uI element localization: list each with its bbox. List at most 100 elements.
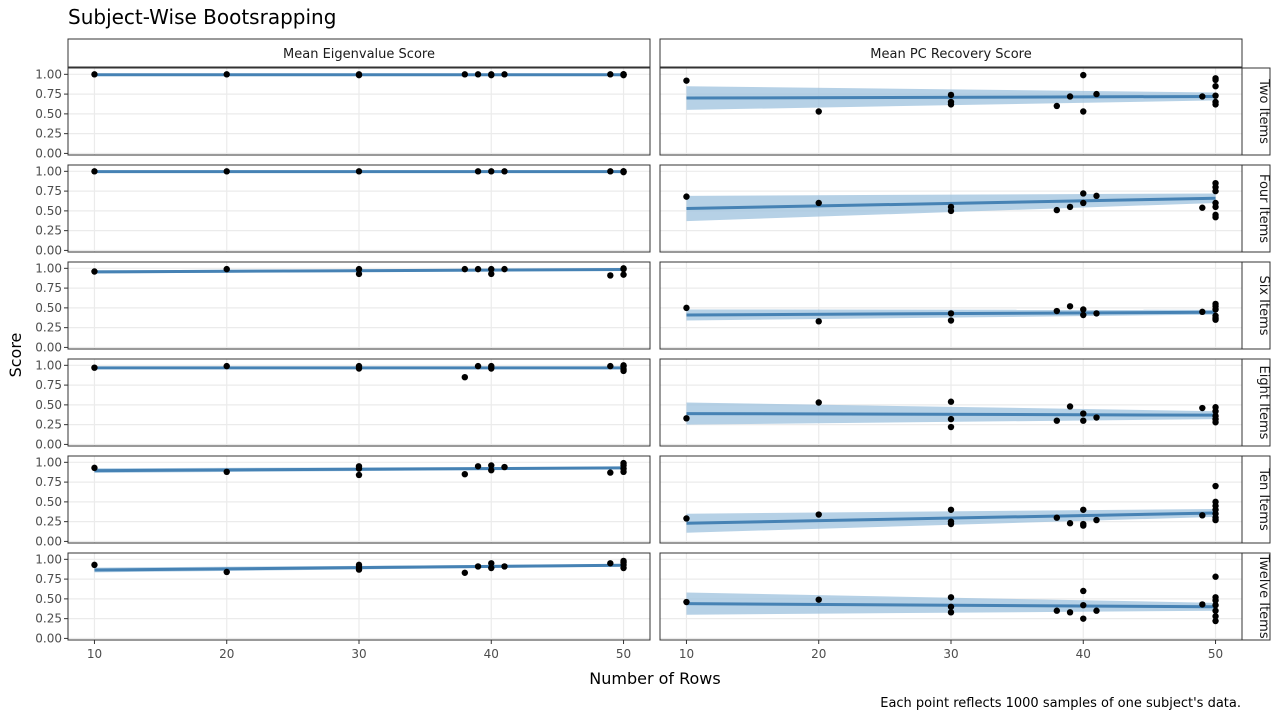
data-point <box>1199 512 1206 519</box>
data-point <box>355 71 363 79</box>
data-point <box>488 365 495 372</box>
data-point <box>355 265 363 273</box>
y-tick-label: 0.00 <box>35 243 62 257</box>
data-point <box>947 423 955 431</box>
panel <box>67 455 651 544</box>
y-tick-label: 1.00 <box>35 67 62 81</box>
data-point <box>1212 516 1219 524</box>
y-tick-label: 0.50 <box>35 204 62 218</box>
data-point <box>1080 108 1087 115</box>
data-point <box>488 168 495 175</box>
data-point <box>91 364 98 371</box>
y-tick-label: 0.50 <box>35 495 62 509</box>
data-point <box>461 470 469 478</box>
data-point <box>488 462 495 469</box>
data-point <box>1212 573 1219 580</box>
data-point <box>620 468 627 476</box>
column-strip-label: Mean PC Recovery Score <box>870 47 1031 62</box>
data-point <box>607 71 614 78</box>
x-tick-label: 20 <box>811 647 826 661</box>
data-point <box>1212 617 1219 625</box>
data-point <box>683 515 690 522</box>
data-point <box>1199 93 1206 100</box>
y-tick-label: 1.00 <box>35 552 62 566</box>
y-tick-label: 0.75 <box>35 184 62 198</box>
data-point <box>1080 417 1087 424</box>
data-point <box>947 398 955 405</box>
data-point <box>947 520 955 528</box>
data-point <box>474 563 482 570</box>
column-strip <box>67 38 651 68</box>
data-point <box>607 469 614 476</box>
data-point <box>1212 187 1219 195</box>
data-point <box>1080 71 1087 79</box>
x-axis-title: Number of Rows <box>589 669 720 688</box>
fit-line <box>686 511 1216 525</box>
data-point <box>1066 303 1074 310</box>
data-point <box>620 564 627 572</box>
data-point <box>947 609 955 616</box>
chart-caption: Each point reflects 1000 samples of one … <box>880 696 1241 711</box>
x-tick-label: 40 <box>484 647 499 661</box>
data-point <box>461 71 469 78</box>
data-point <box>474 362 482 370</box>
y-tick-label: 0.25 <box>35 127 62 141</box>
y-tick-label: 0.75 <box>35 378 62 392</box>
panel <box>659 358 1243 447</box>
data-point <box>223 71 230 78</box>
x-tick-label: 50 <box>616 647 631 661</box>
data-point <box>355 471 363 479</box>
data-point <box>461 373 469 381</box>
data-point <box>1093 607 1100 614</box>
data-point <box>223 265 230 273</box>
data-point <box>620 271 627 278</box>
data-point <box>91 168 98 175</box>
data-point <box>947 603 955 610</box>
data-point <box>1199 601 1206 608</box>
data-point <box>1212 214 1219 221</box>
data-point <box>607 168 614 175</box>
panel-border <box>659 261 1243 350</box>
y-tick-label: 0.25 <box>35 515 62 529</box>
data-point <box>1212 613 1219 620</box>
data-point <box>501 463 508 471</box>
data-point <box>607 272 614 279</box>
column-strip <box>659 38 1243 68</box>
data-point <box>683 304 690 312</box>
data-point <box>474 265 482 273</box>
data-point <box>1053 307 1061 315</box>
data-point <box>1212 408 1219 415</box>
data-point <box>355 168 363 175</box>
panel <box>67 358 651 447</box>
data-point <box>1080 587 1087 595</box>
data-point <box>1212 597 1219 604</box>
data-point <box>1053 102 1061 110</box>
data-point <box>815 199 822 207</box>
data-point <box>1093 516 1100 524</box>
data-point <box>1053 417 1061 424</box>
data-point <box>91 464 98 472</box>
data-point <box>223 468 230 476</box>
data-point <box>1053 206 1061 214</box>
y-tick-label: 0.50 <box>35 398 62 412</box>
data-point <box>1093 310 1100 317</box>
data-point <box>1212 306 1219 313</box>
data-point <box>1080 306 1087 313</box>
panel <box>659 455 1243 544</box>
data-point <box>947 207 955 215</box>
data-point <box>355 465 363 472</box>
row-strip <box>1241 261 1271 350</box>
data-point <box>1212 482 1219 490</box>
data-point <box>815 108 822 115</box>
data-point <box>1212 602 1219 609</box>
y-tick-label: 0.00 <box>35 146 62 160</box>
row-strip <box>1241 455 1271 544</box>
y-tick-label: 1.00 <box>35 164 62 178</box>
data-point <box>488 467 495 474</box>
y-tick-label: 0.00 <box>35 340 62 354</box>
data-point <box>683 598 690 606</box>
data-point <box>1080 199 1087 207</box>
data-point <box>1080 410 1087 417</box>
y-tick-label: 0.25 <box>35 418 62 432</box>
y-tick-label: 1.00 <box>35 358 62 372</box>
